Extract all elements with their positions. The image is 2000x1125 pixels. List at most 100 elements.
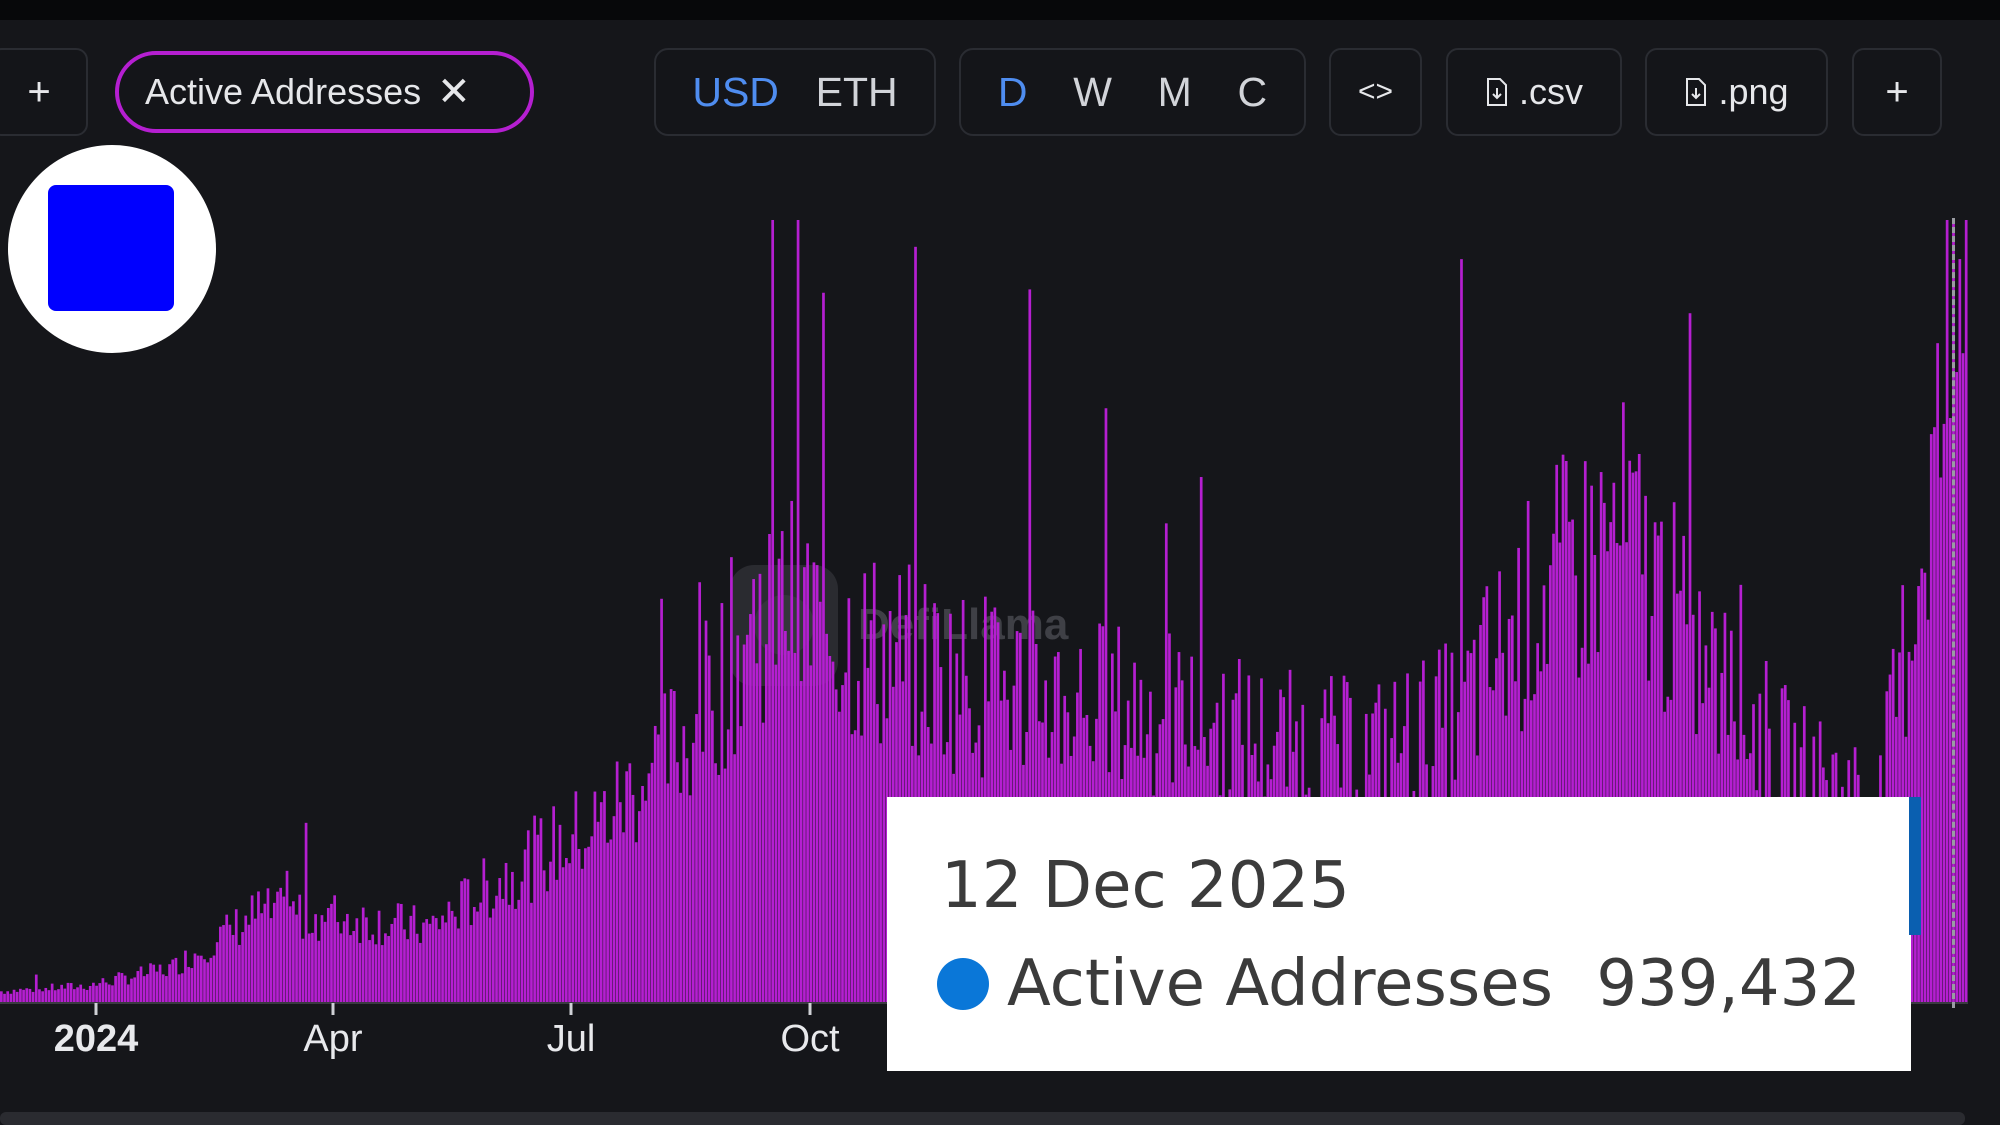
chart-range-scrollbar[interactable] <box>0 1112 1965 1125</box>
bar <box>812 562 816 1003</box>
bar <box>403 929 406 1003</box>
bar <box>453 916 457 1003</box>
bar <box>180 973 184 1003</box>
bar <box>793 652 797 1003</box>
bar <box>644 800 648 1003</box>
bar <box>631 794 635 1003</box>
top-strip <box>0 0 2000 20</box>
bar <box>1593 554 1597 1003</box>
bar <box>1936 343 1939 1003</box>
bar <box>707 655 711 1003</box>
bar <box>1460 259 1463 1003</box>
bar <box>438 929 441 1003</box>
bar <box>133 977 137 1003</box>
bar <box>380 945 384 1003</box>
bar <box>73 989 76 1003</box>
bar <box>196 955 200 1003</box>
bar <box>282 896 286 1003</box>
bar <box>790 500 794 1003</box>
bar <box>1682 535 1686 1003</box>
bar <box>828 655 832 1003</box>
bar <box>12 989 16 1003</box>
embed-button[interactable]: <> <box>1329 48 1422 136</box>
bar <box>1679 590 1682 1003</box>
currency-usd-option[interactable]: USD <box>692 68 779 115</box>
bar <box>79 984 83 1003</box>
bar <box>831 661 835 1003</box>
metric-pill-active-addresses[interactable]: Active Addresses ✕ <box>115 51 534 133</box>
bar <box>803 567 806 1003</box>
bar <box>761 722 765 1003</box>
bar <box>130 978 133 1003</box>
range-handle[interactable] <box>1909 797 1921 935</box>
bar <box>263 903 267 1003</box>
bar <box>1637 453 1641 1003</box>
currency-eth-option[interactable]: ETH <box>815 68 898 115</box>
bar <box>1622 402 1625 1003</box>
bar <box>688 795 692 1003</box>
bar <box>342 921 346 1003</box>
bar <box>914 246 917 1003</box>
download-png-button[interactable]: .png <box>1645 48 1828 136</box>
bar <box>726 729 730 1003</box>
bar <box>88 985 92 1003</box>
bar <box>352 931 356 1003</box>
bar <box>126 984 130 1003</box>
add-chart-button-right[interactable]: + <box>1852 48 1942 136</box>
bar <box>19 988 22 1003</box>
bar <box>457 928 460 1003</box>
file-download-icon <box>1486 78 1507 106</box>
bar <box>63 988 67 1003</box>
x-tick-label: Jul <box>546 1018 596 1060</box>
bar <box>876 704 879 1003</box>
bar <box>41 991 44 1003</box>
bar <box>1517 547 1520 1003</box>
bar <box>409 915 413 1003</box>
period-week-option[interactable]: W <box>1073 68 1112 115</box>
bar <box>552 806 556 1003</box>
bar <box>234 909 238 1003</box>
bar <box>136 971 140 1003</box>
bar <box>266 888 270 1003</box>
bar <box>212 955 216 1003</box>
bar <box>860 735 863 1003</box>
bar <box>730 557 733 1003</box>
bar <box>53 990 57 1003</box>
bar <box>504 862 508 1003</box>
x-tick-label: 2024 <box>53 1018 139 1060</box>
bar <box>1688 313 1692 1004</box>
bar <box>1901 585 1905 1003</box>
bar <box>809 665 813 1003</box>
bar <box>44 987 48 1003</box>
bar <box>22 989 25 1003</box>
bar <box>28 988 32 1003</box>
close-icon[interactable]: ✕ <box>437 70 471 114</box>
bar <box>434 918 438 1003</box>
bar <box>399 903 403 1003</box>
bar <box>393 917 397 1003</box>
bar <box>1606 551 1609 1003</box>
bar <box>1625 542 1628 1003</box>
bar <box>257 891 260 1003</box>
bar <box>1672 502 1676 1003</box>
bar <box>209 957 213 1003</box>
bar <box>536 834 540 1003</box>
tooltip-row: Active Addresses 939,432 <box>937 947 1861 1021</box>
bar <box>742 644 746 1003</box>
bar <box>203 959 206 1003</box>
bar <box>618 802 622 1003</box>
bar <box>844 672 848 1003</box>
bar <box>485 880 489 1003</box>
bar <box>625 771 629 1003</box>
period-cumulative-option[interactable]: C <box>1237 68 1268 115</box>
bar <box>412 905 416 1003</box>
bar <box>565 857 568 1003</box>
bar <box>641 785 644 1003</box>
bar <box>1526 500 1530 1003</box>
add-metric-button-left[interactable]: + <box>0 48 88 136</box>
period-month-option[interactable]: M <box>1157 68 1192 115</box>
bar <box>247 924 251 1003</box>
period-day-option[interactable]: D <box>997 68 1028 115</box>
download-csv-button[interactable]: .csv <box>1446 48 1622 136</box>
bar <box>676 762 679 1003</box>
